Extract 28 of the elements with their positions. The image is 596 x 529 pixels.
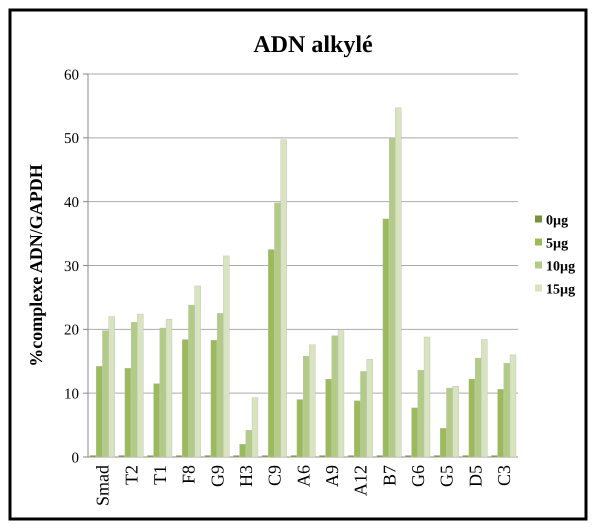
- y-tick-label: 40: [64, 194, 79, 211]
- legend-label: 0µg: [546, 213, 568, 228]
- y-tick-label: 30: [64, 258, 79, 275]
- x-tick-label: C9: [264, 465, 285, 486]
- x-tick-label: A12: [350, 465, 371, 496]
- chart-title: ADN alkylé: [253, 32, 374, 58]
- x-tick-label: C3: [494, 465, 514, 486]
- x-tick-label: T2: [121, 465, 142, 485]
- x-tick-label: A6: [293, 465, 314, 487]
- legend-label: 5µg: [546, 236, 568, 252]
- y-tick-label: 0: [72, 450, 79, 466]
- x-tick-label: Smad: [92, 465, 113, 506]
- legend-label: 15µg: [546, 282, 576, 298]
- x-tick-label: B7: [379, 465, 400, 486]
- x-tick-label: G5: [436, 465, 457, 487]
- y-tick-label: 20: [64, 322, 79, 339]
- x-tick-label: F8: [178, 465, 199, 484]
- x-tick-label: G6: [408, 465, 428, 487]
- x-tick-label: G9: [207, 465, 228, 487]
- y-axis-title: %complexe ADN/GAPDH: [26, 164, 46, 367]
- y-tick-label: 60: [64, 67, 79, 84]
- x-tick-label: A9: [322, 465, 342, 487]
- y-tick-label: 50: [64, 131, 79, 148]
- y-tick-label: 10: [64, 386, 79, 402]
- x-tick-label: H3: [236, 465, 256, 487]
- x-tick-label: T1: [150, 465, 170, 485]
- legend-label: 10µg: [546, 259, 576, 274]
- x-tick-label: D5: [465, 465, 486, 487]
